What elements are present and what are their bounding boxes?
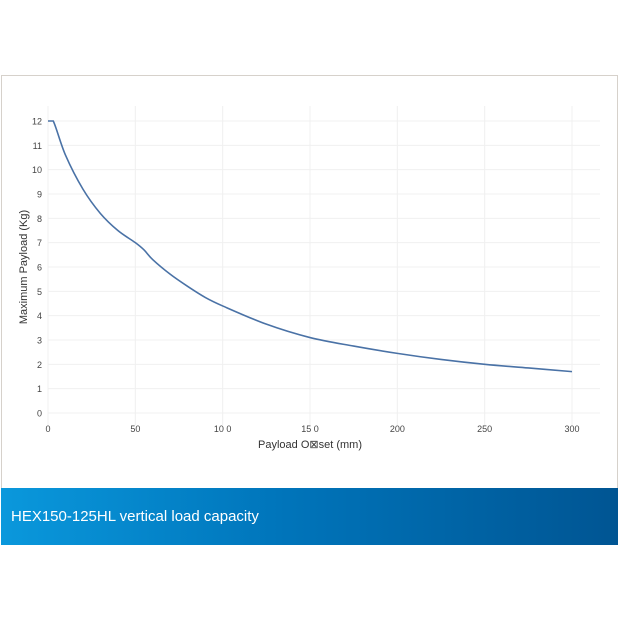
y-tick-label: 9 <box>37 190 42 200</box>
y-axis-label: Maximum Payload (Kg) <box>18 210 30 324</box>
y-tick-label: 8 <box>37 214 42 224</box>
x-tick-label: 200 <box>390 424 405 434</box>
x-tick-label: 50 <box>130 424 140 434</box>
y-tick-label: 2 <box>37 360 42 370</box>
x-tick-label: 0 <box>45 424 50 434</box>
x-tick-label: 10 0 <box>214 424 232 434</box>
caption-banner: HEX150-125HL vertical load capacity <box>1 488 618 545</box>
y-tick-label: 1 <box>37 384 42 394</box>
series-line-maximum-payload <box>48 120 573 373</box>
y-tick-label: 3 <box>37 336 42 346</box>
x-axis-ticks: 0 50 10 0 15 0 200 250 300 <box>45 424 579 434</box>
x-axis-label: Payload O⊠set (mm) <box>258 439 362 451</box>
y-tick-label: 12 <box>32 117 42 127</box>
x-tick-label: 15 0 <box>301 424 319 434</box>
x-tick-label: 300 <box>564 424 579 434</box>
y-tick-label: 6 <box>37 263 42 273</box>
y-tick-label: 10 <box>32 165 42 175</box>
y-tick-label: 5 <box>37 287 42 297</box>
y-tick-label: 4 <box>37 311 42 321</box>
y-tick-label: 11 <box>33 141 42 151</box>
y-tick-label: 7 <box>37 238 42 248</box>
banner-title: HEX150-125HL vertical load capacity <box>11 508 259 525</box>
y-tick-label: 0 <box>37 409 42 419</box>
x-tick-label: 250 <box>477 424 492 434</box>
grid <box>47 106 600 425</box>
